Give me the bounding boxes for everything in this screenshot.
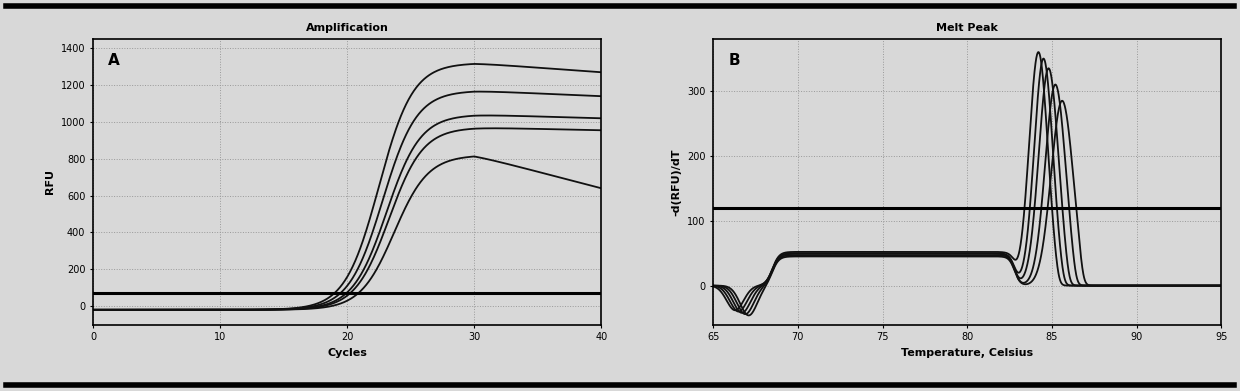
Title: Melt Peak: Melt Peak [936, 23, 998, 33]
X-axis label: Cycles: Cycles [327, 348, 367, 358]
Title: Amplification: Amplification [306, 23, 388, 33]
Y-axis label: RFU: RFU [45, 169, 56, 194]
Text: B: B [728, 53, 740, 68]
X-axis label: Temperature, Celsius: Temperature, Celsius [901, 348, 1033, 358]
Text: A: A [108, 53, 120, 68]
Y-axis label: -d(RFU)/dT: -d(RFU)/dT [671, 148, 682, 215]
